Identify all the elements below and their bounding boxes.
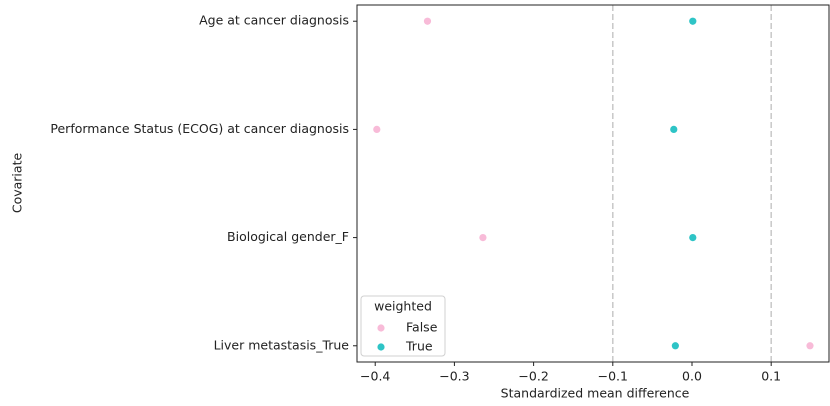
x-axis-label: Standardized mean difference [501, 386, 690, 401]
point [671, 342, 679, 350]
point [423, 17, 432, 25]
x-tick-label: −0.1 [598, 369, 628, 384]
x-tick-label: 0.1 [761, 369, 781, 384]
legend-label: True [405, 339, 433, 354]
point [689, 233, 697, 242]
y-tick-label: Liver metastasis_True [214, 337, 350, 352]
y-tick-label: Biological gender_F [227, 229, 349, 244]
point [670, 125, 678, 134]
x-tick-label: −0.3 [439, 369, 469, 384]
y-axis-label: Covariate [10, 153, 25, 214]
point [689, 17, 697, 25]
point [479, 233, 487, 242]
y-tick-label: Age at cancer diagnosis [199, 13, 349, 28]
x-tick-label: −0.4 [360, 369, 390, 384]
axes-frame [356, 4, 830, 363]
y-tick-label: Performance Status (ECOG) at cancer diag… [50, 121, 349, 136]
point [806, 342, 814, 350]
point [373, 125, 381, 134]
legend-title: weighted [374, 299, 432, 314]
legend-label: False [406, 320, 438, 335]
legend-marker [377, 343, 385, 351]
x-tick-label: −0.2 [518, 369, 548, 384]
legend-box [360, 295, 446, 357]
legend-marker [377, 324, 385, 332]
x-tick-label: 0.0 [682, 369, 702, 384]
